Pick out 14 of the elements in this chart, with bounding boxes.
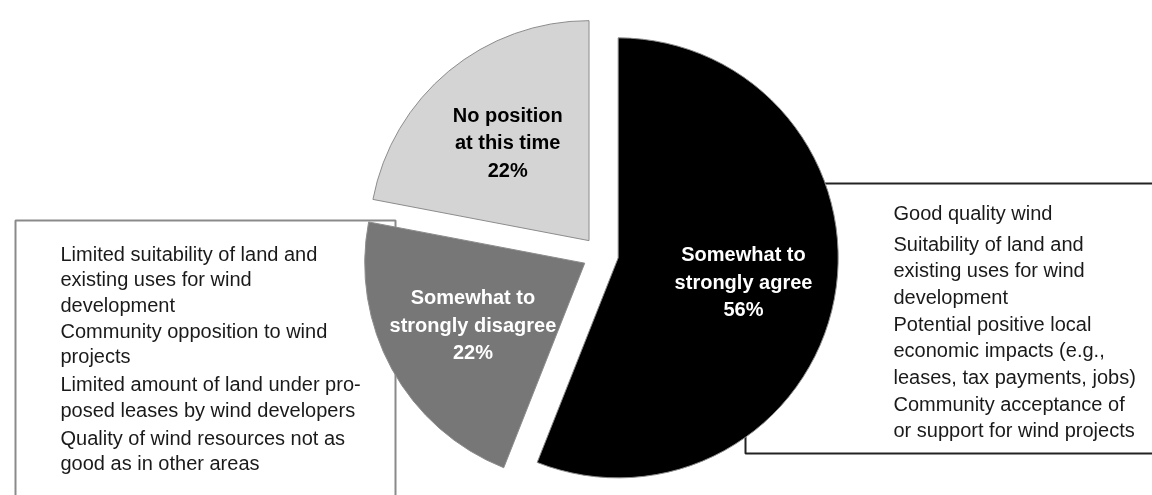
text: Limited amount of land under pro- posed leases by wind developers [60, 373, 361, 421]
text: Limited suitability of land and existing uses for wind development [60, 242, 318, 317]
text: Community opposition to wind projects [60, 319, 328, 368]
text: Good quality wind [893, 201, 1053, 224]
data-label: 56% [723, 298, 764, 321]
data-label: 22% [487, 158, 528, 181]
text: Community acceptance of or support for wind projects [893, 392, 1135, 442]
text: Suitability of land and existing uses for wind development [893, 232, 1085, 309]
text: Quality of wind resources not as good as in other areas [60, 426, 346, 475]
data-label: 22% [452, 341, 494, 364]
text: Potential positive local economic impacts (e.g., leases, tax payments, jobs) [893, 312, 1136, 389]
slice-label: Somewhat to strongly disagree [389, 286, 557, 336]
slice-label: Somewhat to strongly agree [674, 243, 813, 293]
slice-label: No position at this time [452, 103, 563, 154]
